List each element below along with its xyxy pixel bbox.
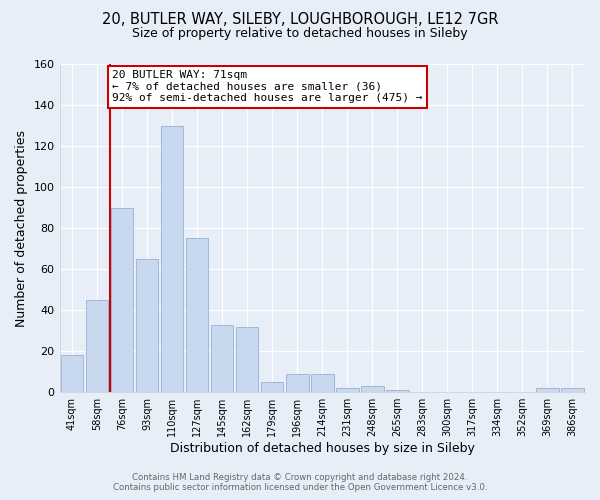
Bar xyxy=(211,324,233,392)
X-axis label: Distribution of detached houses by size in Sileby: Distribution of detached houses by size … xyxy=(170,442,475,455)
Bar xyxy=(236,326,259,392)
Text: 20, BUTLER WAY, SILEBY, LOUGHBOROUGH, LE12 7GR: 20, BUTLER WAY, SILEBY, LOUGHBOROUGH, LE… xyxy=(102,12,498,28)
Bar xyxy=(261,382,283,392)
Text: Size of property relative to detached houses in Sileby: Size of property relative to detached ho… xyxy=(132,28,468,40)
Bar xyxy=(311,374,334,392)
Bar xyxy=(86,300,109,392)
Text: 20 BUTLER WAY: 71sqm
← 7% of detached houses are smaller (36)
92% of semi-detach: 20 BUTLER WAY: 71sqm ← 7% of detached ho… xyxy=(112,70,422,103)
Bar xyxy=(336,388,359,392)
Bar xyxy=(561,388,584,392)
Bar xyxy=(186,238,208,392)
Bar xyxy=(286,374,308,392)
Bar xyxy=(361,386,383,392)
Bar xyxy=(536,388,559,392)
Bar xyxy=(61,356,83,392)
Bar xyxy=(111,208,133,392)
Y-axis label: Number of detached properties: Number of detached properties xyxy=(15,130,28,326)
Text: Contains HM Land Registry data © Crown copyright and database right 2024.
Contai: Contains HM Land Registry data © Crown c… xyxy=(113,473,487,492)
Bar xyxy=(136,259,158,392)
Bar xyxy=(161,126,184,392)
Bar xyxy=(386,390,409,392)
